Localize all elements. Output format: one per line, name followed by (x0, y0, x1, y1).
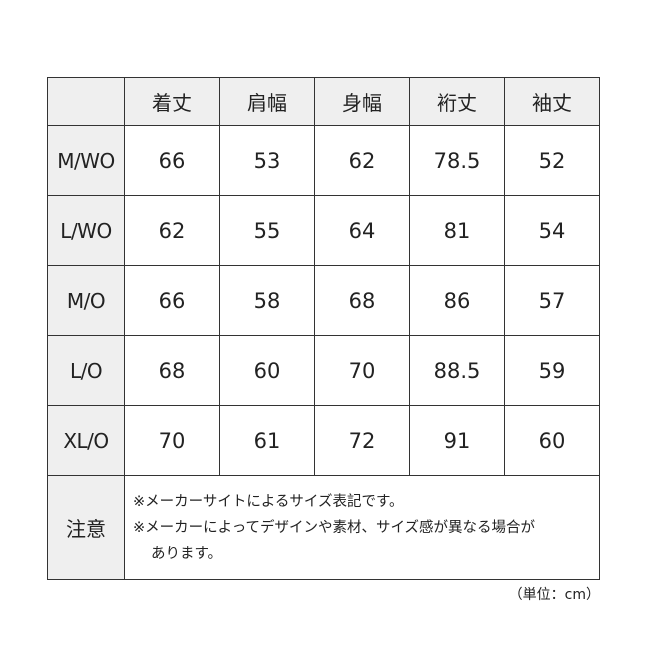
size-label: M/WO (47, 125, 125, 196)
cell: 78.5 (409, 125, 505, 196)
size-label: L/WO (47, 195, 125, 266)
header-row: 着丈 肩幅 身幅 裄丈 袖丈 (47, 77, 600, 126)
cell: 86 (409, 265, 505, 336)
cell: 60 (504, 405, 600, 476)
cell: 62 (314, 125, 410, 196)
cell: 66 (124, 265, 220, 336)
cell: 72 (314, 405, 410, 476)
note-label: 注意 (47, 475, 125, 580)
cell: 66 (124, 125, 220, 196)
table-row: M/WO 66 53 62 78.5 52 (47, 125, 600, 196)
table-row: L/WO 62 55 64 81 54 (47, 195, 600, 266)
note-line: あります。 (151, 545, 223, 562)
cell: 61 (219, 405, 315, 476)
cell: 68 (124, 335, 220, 406)
cell: 62 (124, 195, 220, 266)
table-row: XL/O 70 61 72 91 60 (47, 405, 600, 476)
size-label: L/O (47, 335, 125, 406)
cell: 54 (504, 195, 600, 266)
cell: 70 (124, 405, 220, 476)
cell: 58 (219, 265, 315, 336)
size-table: 着丈 肩幅 身幅 裄丈 袖丈 M/WO 66 53 62 78.5 52 L/W… (47, 77, 600, 580)
cell: 88.5 (409, 335, 505, 406)
table-row: L/O 68 60 70 88.5 59 (47, 335, 600, 406)
corner-cell (47, 77, 125, 126)
size-label: M/O (47, 265, 125, 336)
col-header: 着丈 (124, 77, 220, 126)
note-text: ※メーカーサイトによるサイズ表記です。 ※メーカーによってデザインや素材、サイズ… (124, 475, 600, 580)
cell: 70 (314, 335, 410, 406)
col-header: 肩幅 (219, 77, 315, 126)
col-header: 身幅 (314, 77, 410, 126)
cell: 55 (219, 195, 315, 266)
unit-label: （単位：cm） (508, 587, 600, 603)
cell: 57 (504, 265, 600, 336)
cell: 52 (504, 125, 600, 196)
col-header: 裄丈 (409, 77, 505, 126)
cell: 68 (314, 265, 410, 336)
cell: 59 (504, 335, 600, 406)
note-line: ※メーカーによってデザインや素材、サイズ感が異なる場合が (133, 519, 536, 536)
size-label: XL/O (47, 405, 125, 476)
cell: 64 (314, 195, 410, 266)
col-header: 袖丈 (504, 77, 600, 126)
cell: 81 (409, 195, 505, 266)
cell: 53 (219, 125, 315, 196)
table-row: M/O 66 58 68 86 57 (47, 265, 600, 336)
cell: 60 (219, 335, 315, 406)
cell: 91 (409, 405, 505, 476)
note-row: 注意 ※メーカーサイトによるサイズ表記です。 ※メーカーによってデザインや素材、… (47, 475, 600, 580)
note-line: ※メーカーサイトによるサイズ表記です。 (133, 493, 404, 510)
